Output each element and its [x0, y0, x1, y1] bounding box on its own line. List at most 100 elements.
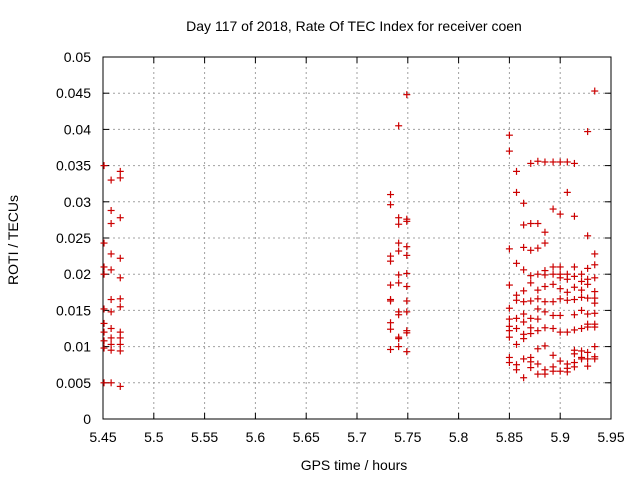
data-point	[403, 217, 411, 225]
data-point	[387, 319, 395, 327]
data-point	[563, 368, 571, 376]
data-point	[387, 191, 395, 199]
data-point	[100, 344, 108, 352]
data-point	[541, 298, 549, 306]
x-tick-label: 5.7	[347, 429, 367, 445]
data-point	[591, 274, 599, 282]
data-point	[107, 346, 115, 354]
data-point	[556, 210, 564, 218]
data-point	[584, 280, 592, 288]
data-point	[505, 245, 513, 253]
data-point	[100, 379, 108, 387]
data-point	[549, 311, 557, 319]
data-point	[116, 295, 124, 303]
data-point	[541, 228, 549, 236]
data-point	[584, 294, 592, 302]
data-point	[578, 347, 586, 355]
x-tick-label: 5.65	[293, 429, 320, 445]
x-tick-label: 5.85	[496, 429, 523, 445]
data-point	[563, 188, 571, 196]
data-point	[570, 283, 578, 291]
data-point	[591, 323, 599, 331]
data-point	[395, 214, 403, 222]
chart-title: Day 117 of 2018, Rate Of TEC Index for r…	[186, 18, 522, 34]
data-point	[520, 335, 528, 343]
data-point	[100, 263, 108, 271]
data-point	[541, 239, 549, 247]
data-point	[549, 351, 557, 359]
data-point	[395, 343, 403, 351]
y-tick-label: 0.02	[64, 266, 91, 282]
data-point	[403, 329, 411, 337]
data-point	[107, 325, 115, 332]
data-point	[527, 246, 535, 254]
y-tick-label: 0.015	[56, 302, 91, 318]
data-point	[556, 285, 564, 293]
data-point	[556, 263, 564, 271]
y-tick-label: 0.005	[56, 375, 91, 391]
data-point	[403, 91, 411, 99]
data-point	[563, 328, 571, 336]
data-point	[549, 205, 557, 213]
data-point	[505, 304, 513, 312]
data-point	[563, 158, 571, 166]
data-point	[563, 288, 571, 296]
data-point	[513, 296, 521, 304]
data-point	[116, 167, 124, 175]
data-point	[387, 257, 395, 265]
data-point	[513, 167, 521, 175]
data-point	[513, 188, 521, 196]
data-point	[116, 214, 124, 222]
data-point	[584, 362, 592, 370]
data-point	[541, 342, 549, 350]
data-point	[584, 355, 592, 363]
data-point	[513, 259, 521, 267]
data-point	[527, 297, 535, 305]
data-point	[549, 280, 557, 288]
data-point	[395, 311, 403, 319]
x-tick-labels: 5.45 5.5 5.55 5.6 5.65 5.7 5.75 5.8 5.85 5.9 5.95	[89, 429, 624, 445]
data-point	[570, 296, 578, 304]
data-point	[527, 159, 535, 167]
data-point	[570, 159, 578, 167]
data-point	[578, 325, 586, 332]
data-point	[387, 201, 395, 209]
data-point	[520, 355, 528, 363]
data-point	[578, 306, 586, 314]
data-point	[549, 263, 557, 271]
data-point	[403, 269, 411, 277]
data-point	[116, 274, 124, 282]
data-point	[403, 243, 411, 251]
data-point	[107, 266, 115, 274]
data-point	[100, 337, 108, 345]
data-point	[570, 326, 578, 334]
data-point	[541, 283, 549, 291]
data-point	[387, 297, 395, 305]
data-point	[403, 251, 411, 259]
data-point	[570, 363, 578, 371]
y-tick-label: 0.025	[56, 230, 91, 246]
data-point	[116, 334, 124, 342]
x-tick-label: 5.6	[246, 429, 266, 445]
data-point	[549, 367, 557, 375]
data-point	[534, 305, 542, 313]
data-point	[556, 158, 564, 166]
data-points	[100, 87, 599, 390]
data-point	[100, 239, 108, 247]
data-point	[387, 345, 395, 353]
data-point	[107, 308, 115, 316]
data-point	[549, 270, 557, 278]
data-point	[541, 158, 549, 166]
data-point	[100, 305, 108, 313]
data-point	[100, 162, 108, 170]
data-point	[387, 281, 395, 289]
data-point	[541, 308, 549, 316]
data-point	[116, 174, 124, 182]
data-point	[513, 325, 521, 332]
x-tick-label: 5.45	[89, 429, 116, 445]
data-point	[591, 299, 599, 307]
x-axis-label: GPS time / hours	[301, 457, 408, 473]
data-point	[541, 324, 549, 332]
data-point	[395, 122, 403, 130]
x-tick-label: 5.55	[191, 429, 218, 445]
